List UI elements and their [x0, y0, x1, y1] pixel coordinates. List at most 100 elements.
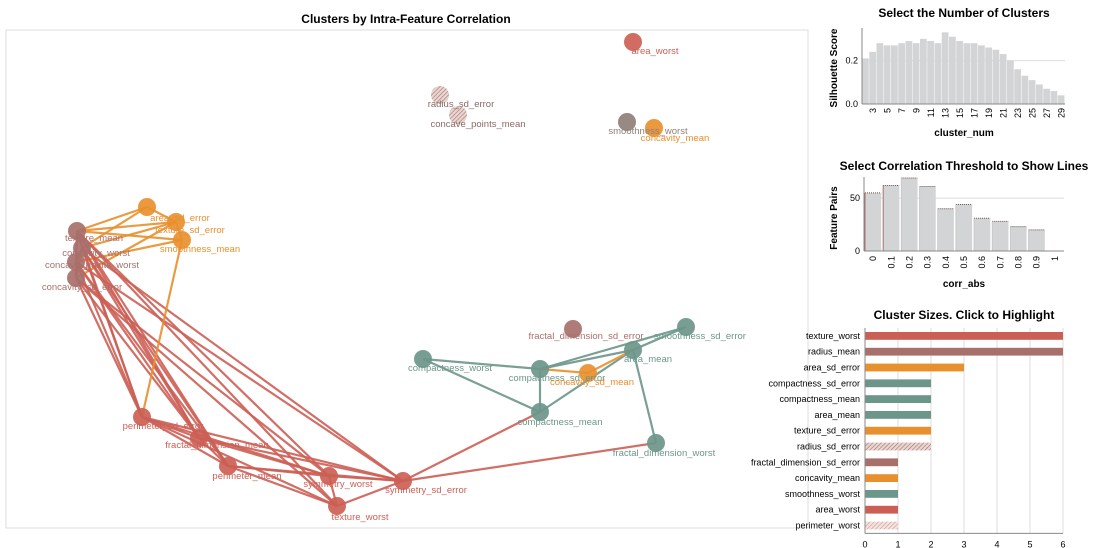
- silhouette-bar[interactable]: [920, 38, 927, 104]
- node-concave-points-mean[interactable]: [449, 106, 467, 124]
- silhouette-bar[interactable]: [1028, 80, 1036, 104]
- sizes-bar-concavity-mean[interactable]: [865, 474, 898, 482]
- sizes-label-perimeter-worst[interactable]: perimeter_worst: [795, 521, 860, 531]
- correlation-bar[interactable]: [974, 218, 991, 251]
- silhouette-bar[interactable]: [912, 43, 920, 104]
- sizes-bar-area-sd-error[interactable]: [865, 363, 964, 372]
- node-compactness-worst[interactable]: [414, 350, 432, 368]
- node-label-fractal-dimension-mean: fractal_dimension_mean: [165, 440, 269, 451]
- silhouette-bar[interactable]: [876, 43, 884, 104]
- sizes-bar-compactness-mean[interactable]: [865, 395, 931, 403]
- correlation-bar[interactable]: [992, 221, 1009, 251]
- silhouette-bar[interactable]: [891, 45, 898, 104]
- node-o1[interactable]: [138, 198, 156, 216]
- silhouette-bar[interactable]: [1014, 69, 1021, 104]
- sizes-label-compactness-sd-error[interactable]: compactness_sd_error: [768, 378, 860, 388]
- node-concavity-mean[interactable]: [645, 119, 663, 137]
- sizes-xtick: 2: [928, 539, 933, 548]
- sizes-label-area-worst[interactable]: area_worst: [815, 505, 860, 515]
- silhouette-bar[interactable]: [898, 43, 905, 104]
- node-b4[interactable]: [67, 269, 85, 287]
- edge-b4-perimeter-sd-error: [75, 277, 143, 418]
- node-texture-worst[interactable]: [328, 497, 346, 515]
- silhouette-bar[interactable]: [999, 54, 1007, 104]
- silhouette-bar[interactable]: [949, 36, 956, 104]
- edge-b1-o1: [76, 205, 148, 233]
- sizes-label-radius-mean[interactable]: radius_mean: [808, 347, 860, 357]
- network-nodes: [67, 33, 695, 515]
- node-b2[interactable]: [73, 239, 91, 257]
- silhouette-bar[interactable]: [970, 43, 978, 104]
- node-perimeter-sd-error[interactable]: [133, 408, 151, 426]
- sizes-bar-compactness-sd-error[interactable]: [865, 379, 931, 388]
- silhouette-bar[interactable]: [905, 41, 913, 104]
- sizes-label-texture-sd-error[interactable]: texture_sd_error: [794, 426, 860, 436]
- correlation-ytick: 0: [855, 246, 860, 256]
- sizes-bar-fractal-dimension-sd-error[interactable]: [865, 458, 898, 467]
- silhouette-bar[interactable]: [927, 41, 934, 104]
- silhouette-bar[interactable]: [963, 43, 971, 104]
- node-concavity-sd-mean[interactable]: [579, 364, 597, 382]
- sizes-bar-smoothness-worst[interactable]: [865, 490, 898, 498]
- node-smoothness-worst[interactable]: [618, 113, 636, 131]
- silhouette-bar[interactable]: [1036, 84, 1043, 104]
- silhouette-xtick: 25: [1027, 108, 1037, 118]
- correlation-bar[interactable]: [937, 208, 954, 251]
- correlation-bar[interactable]: [1028, 229, 1045, 251]
- sizes-label-smoothness-worst[interactable]: smoothness_worst: [785, 489, 861, 499]
- sizes-bar-texture-sd-error[interactable]: [865, 426, 931, 435]
- silhouette-bar[interactable]: [985, 47, 992, 104]
- correlation-bar[interactable]: [955, 204, 973, 251]
- node-fractal-dimension-mean[interactable]: [190, 429, 208, 447]
- node-symmetry-worst[interactable]: [320, 467, 338, 485]
- sizes-bar-area-mean[interactable]: [865, 411, 931, 419]
- silhouette-bar[interactable]: [1021, 75, 1029, 104]
- node-smoothness-sd-error[interactable]: [677, 318, 695, 336]
- node-perimeter-mean[interactable]: [219, 457, 237, 475]
- sizes-label-area-mean[interactable]: area_mean: [814, 410, 860, 420]
- node-b1[interactable]: [68, 222, 86, 240]
- correlation-bar[interactable]: [865, 192, 882, 251]
- node-radius-sd-error[interactable]: [431, 86, 449, 104]
- silhouette-bar[interactable]: [883, 45, 891, 104]
- node-symmetry-sd-error[interactable]: [394, 472, 412, 490]
- silhouette-xlabel: cluster_num: [934, 128, 994, 139]
- node-fractal-dimension-sd-error[interactable]: [564, 320, 582, 338]
- silhouette-bar[interactable]: [956, 41, 963, 104]
- correlation-bar[interactable]: [883, 185, 900, 251]
- silhouette-bar[interactable]: [862, 58, 869, 104]
- silhouette-bar[interactable]: [992, 49, 1000, 104]
- silhouette-bar[interactable]: [1043, 88, 1050, 104]
- sizes-label-compactness-mean[interactable]: compactness_mean: [779, 394, 860, 404]
- silhouette-bar[interactable]: [1050, 90, 1058, 104]
- correlation-bar[interactable]: [1010, 226, 1027, 251]
- silhouette-bar[interactable]: [934, 43, 942, 104]
- node-area-worst[interactable]: [624, 33, 642, 51]
- node-compactness-mean[interactable]: [531, 403, 549, 421]
- node-o2[interactable]: [167, 213, 185, 231]
- node-area-mean[interactable]: [624, 341, 642, 359]
- correlation-xtick: 0.5: [959, 256, 969, 269]
- sizes-label-radius-sd-error[interactable]: radius_sd_error: [797, 442, 860, 452]
- node-compactness-sd-error[interactable]: [531, 360, 549, 378]
- node-fractal-dimension-worst[interactable]: [647, 434, 665, 452]
- silhouette-bar[interactable]: [1057, 95, 1065, 104]
- sizes-label-concavity-mean[interactable]: concavity_mean: [795, 473, 860, 483]
- correlation-bar[interactable]: [901, 178, 918, 251]
- sizes-bar-perimeter-worst[interactable]: [865, 521, 898, 530]
- sizes-bar-area-worst[interactable]: [865, 505, 898, 514]
- silhouette-bar[interactable]: [1007, 60, 1014, 104]
- node-o3[interactable]: [173, 231, 191, 249]
- sizes-bar-radius-sd-error[interactable]: [865, 442, 931, 451]
- silhouette-bar[interactable]: [978, 45, 985, 104]
- edge-area-mean-smoothness-sd-error: [632, 325, 687, 352]
- silhouette-bar[interactable]: [869, 51, 876, 104]
- sizes-label-area-sd-error[interactable]: area_sd_error: [803, 363, 860, 373]
- sizes-label-fractal-dimension-sd-error[interactable]: fractal_dimension_sd_error: [751, 457, 860, 467]
- silhouette-bar[interactable]: [941, 32, 949, 104]
- correlation-bar[interactable]: [919, 186, 936, 251]
- node-b3[interactable]: [67, 253, 85, 271]
- sizes-bar-radius-mean[interactable]: [865, 347, 1063, 356]
- sizes-label-texture-worst[interactable]: texture_worst: [806, 331, 861, 341]
- sizes-bar-texture-worst[interactable]: [865, 332, 1063, 340]
